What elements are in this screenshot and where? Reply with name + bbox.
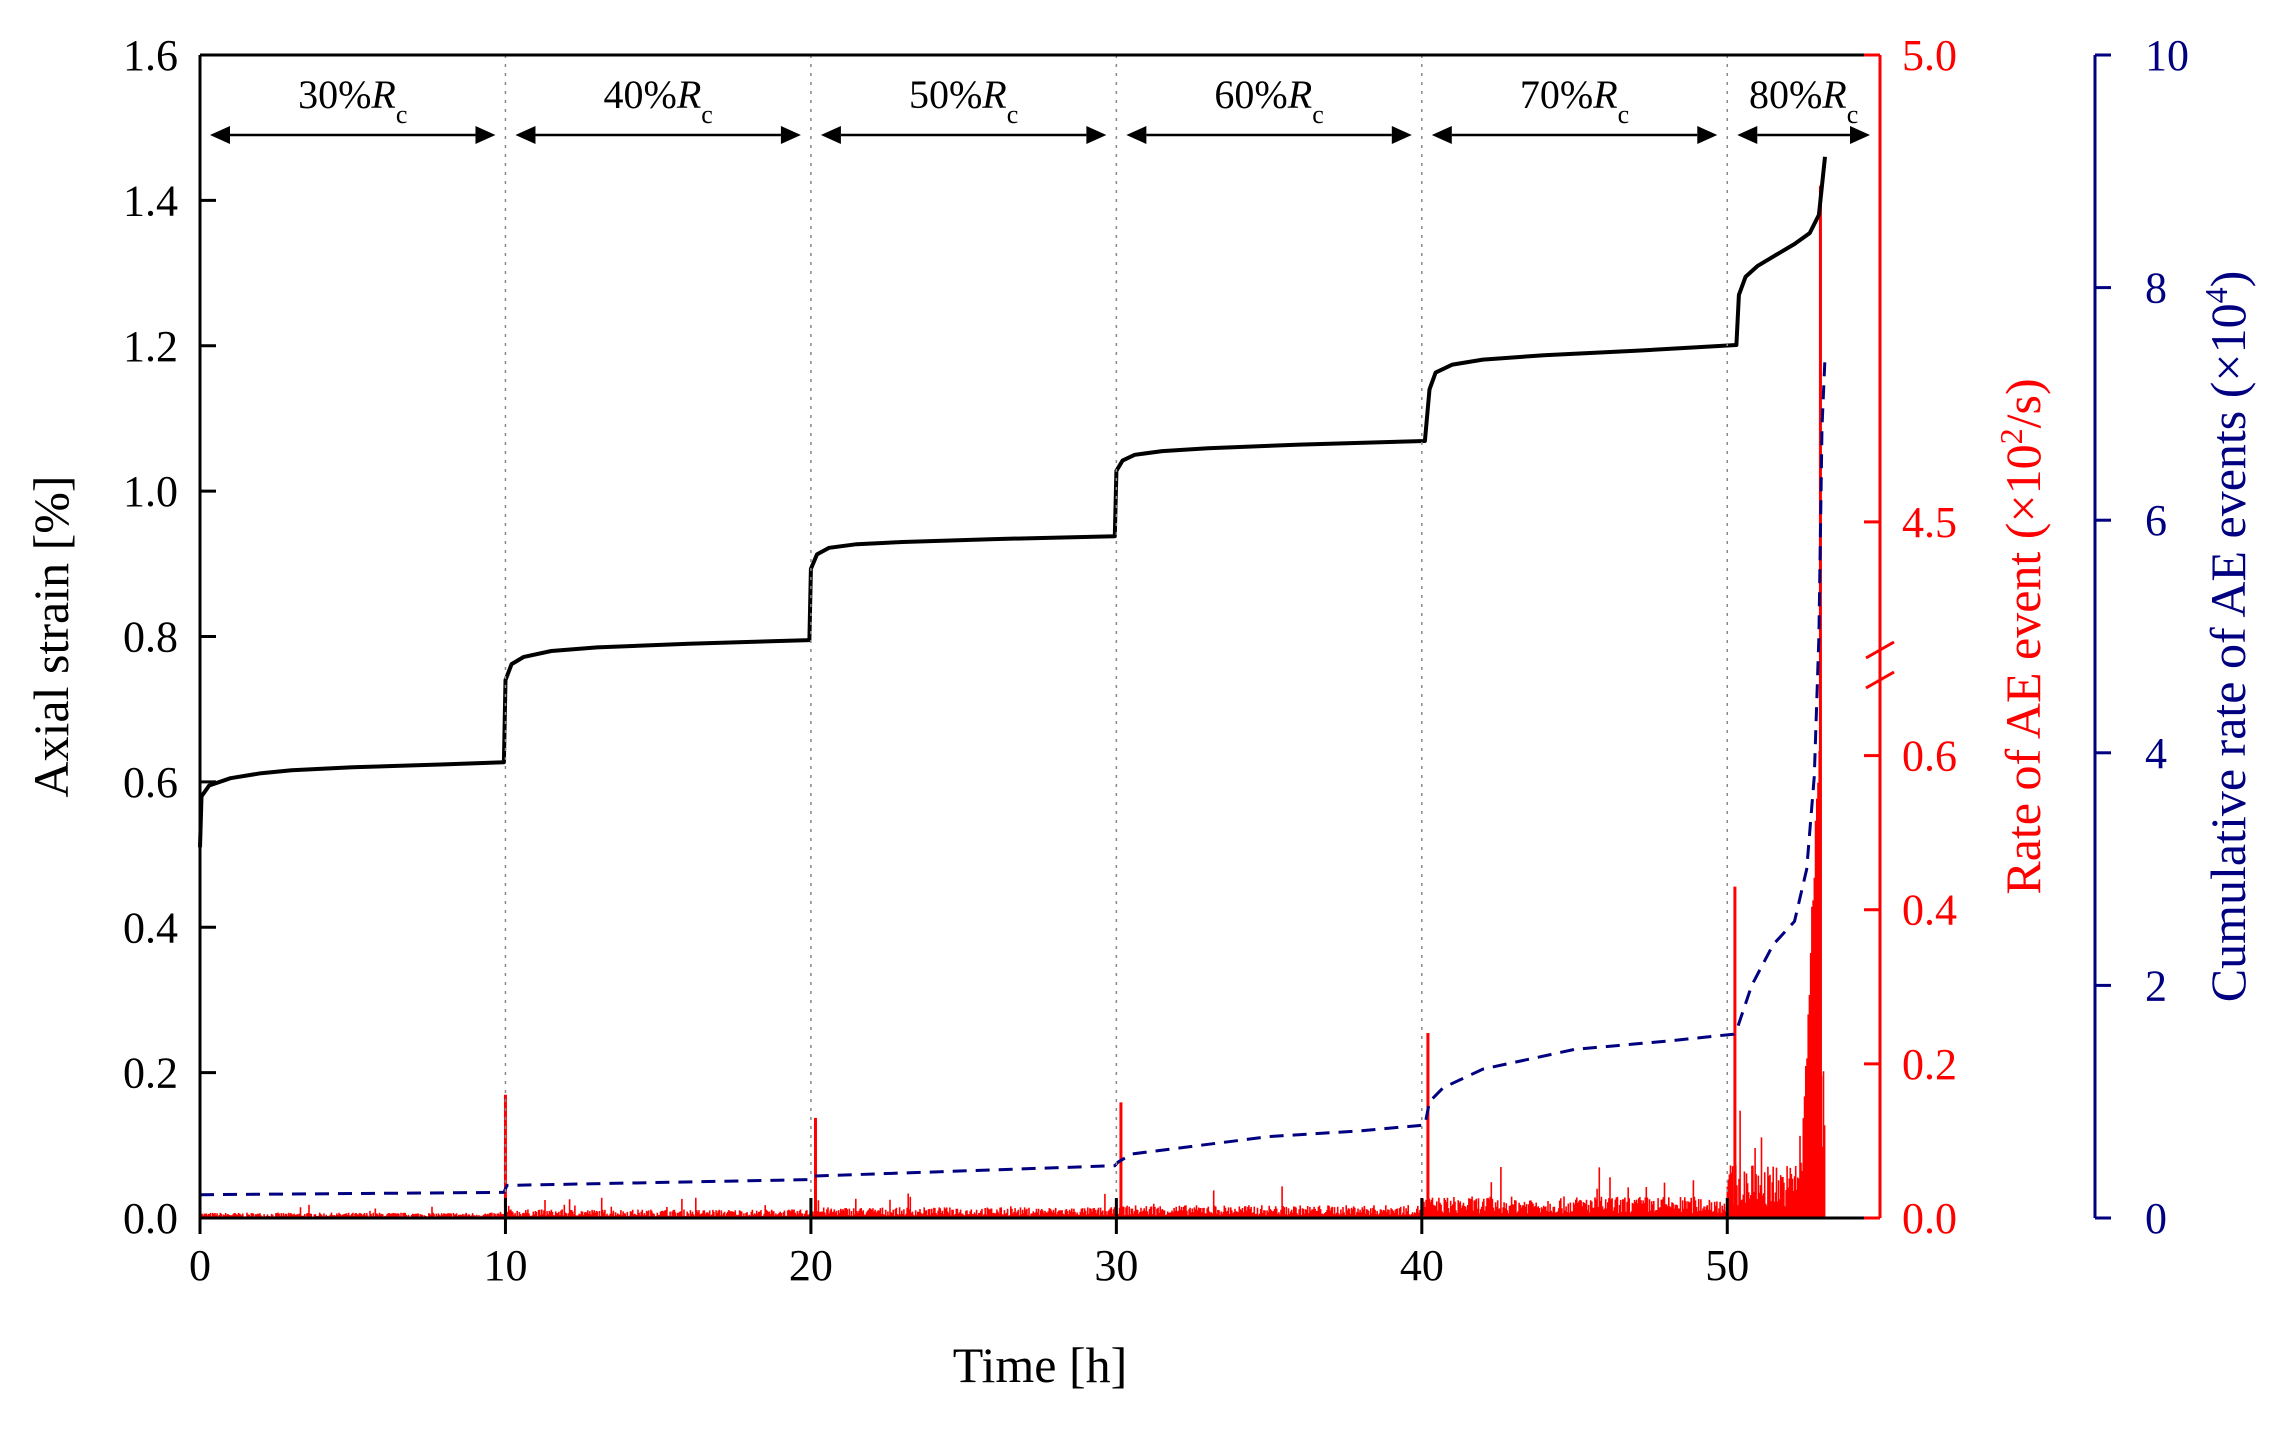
stage-arrow-head-left bbox=[1431, 126, 1452, 144]
rate-title-main: Rate of AE event (×10 bbox=[1995, 444, 2051, 894]
cum-title-suffix: ) bbox=[2200, 271, 2256, 288]
stage-label-percent: 70% bbox=[1520, 72, 1593, 117]
stage-arrow-head-left bbox=[515, 126, 536, 144]
stage-label-percent: 40% bbox=[604, 72, 677, 117]
y-right-cumulative-tick-label: 8 bbox=[2145, 264, 2167, 313]
stage-arrow-head-right bbox=[475, 126, 496, 144]
stage-arrow-head-right bbox=[1697, 126, 1718, 144]
y-left-axis-title: Axial strain [%] bbox=[23, 475, 79, 797]
y-left-tick-label: 0.8 bbox=[123, 613, 178, 662]
stage-arrow-head-left bbox=[820, 126, 841, 144]
y-left-tick-label: 1.0 bbox=[123, 467, 178, 516]
x-axis-title: Time [h] bbox=[953, 1337, 1128, 1393]
axis-break-mark-lower bbox=[1865, 640, 1895, 660]
stage-label-2: 50%Rc bbox=[909, 72, 1018, 129]
ae-rate-bars bbox=[199, 185, 1826, 1218]
stage-arrow-head-left bbox=[210, 126, 230, 144]
stage-label-5: 80%Rc bbox=[1749, 72, 1858, 129]
y-right-cumulative-tick-label: 2 bbox=[2145, 961, 2167, 1010]
stage-arrow-head-right bbox=[780, 126, 801, 144]
series-lines bbox=[198, 156, 1827, 1197]
y-right-rate-tick-label: 4.5 bbox=[1902, 498, 1957, 547]
stage-label-4: 70%Rc bbox=[1520, 72, 1629, 129]
y-right-rate-tick-label: 5.0 bbox=[1902, 31, 1957, 80]
stage-label-1: 40%Rc bbox=[604, 72, 713, 129]
y-left-tick-label: 0.4 bbox=[123, 903, 178, 952]
stage-label-subscript: c bbox=[1847, 100, 1859, 129]
y-left-tick-label: 1.6 bbox=[123, 31, 178, 80]
y-right-cumulative-tick-label: 0 bbox=[2145, 1194, 2167, 1243]
stage-label-symbol: R bbox=[1821, 72, 1846, 117]
y-right-rate-tick-label: 0.6 bbox=[1902, 732, 1957, 781]
stage-label-subscript: c bbox=[701, 100, 713, 129]
y-right-cumulative-axis-title: Cumulative rate of AE events (×104) bbox=[2198, 271, 2256, 1003]
rate-title-sup: 2 bbox=[1993, 428, 2029, 444]
y-right-rate-tick-label: 0.0 bbox=[1902, 1194, 1957, 1243]
y-left-tick-label: 0.2 bbox=[123, 1049, 178, 1098]
axial-strain-line bbox=[198, 156, 1827, 848]
stage-arrow-head-right bbox=[1086, 126, 1107, 144]
stage-label-subscript: c bbox=[396, 100, 408, 129]
y-left-tick-label: 1.2 bbox=[123, 322, 178, 371]
y-left-tick-label: 1.4 bbox=[123, 176, 178, 225]
y-right-cumulative-tick-label: 4 bbox=[2145, 729, 2167, 778]
stage-label-subscript: c bbox=[1618, 100, 1630, 129]
stage-label-0: 30%Rc bbox=[298, 72, 407, 129]
stage-label-3: 60%Rc bbox=[1214, 72, 1323, 129]
stage-label-symbol: R bbox=[981, 72, 1006, 117]
x-tick-label: 0 bbox=[189, 1241, 211, 1290]
axis-break-mark-upper bbox=[1865, 670, 1895, 690]
stage-label-percent: 50% bbox=[909, 72, 982, 117]
x-tick-label: 40 bbox=[1400, 1241, 1444, 1290]
y-left-tick-label: 0.0 bbox=[123, 1194, 178, 1243]
y-right-cumulative-tick-label: 6 bbox=[2145, 496, 2167, 545]
x-tick-label: 20 bbox=[789, 1241, 833, 1290]
stage-label-subscript: c bbox=[1312, 100, 1324, 129]
x-tick-label: 30 bbox=[1094, 1241, 1138, 1290]
stage-label-symbol: R bbox=[1287, 72, 1312, 117]
y-right-rate-tick-label: 0.4 bbox=[1902, 886, 1957, 935]
stage-label-percent: 30% bbox=[298, 72, 371, 117]
y-right-cumulative-tick-label: 10 bbox=[2145, 31, 2189, 80]
x-tick-label: 50 bbox=[1705, 1241, 1749, 1290]
stage-arrow-head-left bbox=[1126, 126, 1147, 144]
y-right-rate-axis-title: Rate of AE event (×102/s) bbox=[1993, 378, 2051, 894]
stage-label-subscript: c bbox=[1007, 100, 1019, 129]
cum-title-sup: 4 bbox=[2198, 287, 2234, 303]
stage-arrow-head-right bbox=[1850, 126, 1870, 144]
stage-label-percent: 60% bbox=[1214, 72, 1287, 117]
cumulative-ae-line bbox=[199, 357, 1827, 1197]
stage-arrow-head-left bbox=[1737, 126, 1758, 144]
x-tick-label: 10 bbox=[483, 1241, 527, 1290]
stage-label-symbol: R bbox=[1592, 72, 1617, 117]
stage-label-symbol: R bbox=[370, 72, 395, 117]
y-right-rate-tick-label: 0.2 bbox=[1902, 1040, 1957, 1089]
y-left-tick-label: 0.6 bbox=[123, 758, 178, 807]
stage-annotations: 30%Rc 40%Rc 50%Rc 60%Rc 70%Rc 80%Rc bbox=[210, 72, 1870, 144]
stage-arrow-head-right bbox=[1391, 126, 1412, 144]
stage-label-symbol: R bbox=[676, 72, 701, 117]
cum-title-main: Cumulative rate of AE events (×10 bbox=[2200, 303, 2256, 1002]
rate-title-suffix: /s) bbox=[1995, 378, 2051, 428]
stage-label-percent: 80% bbox=[1749, 72, 1822, 117]
